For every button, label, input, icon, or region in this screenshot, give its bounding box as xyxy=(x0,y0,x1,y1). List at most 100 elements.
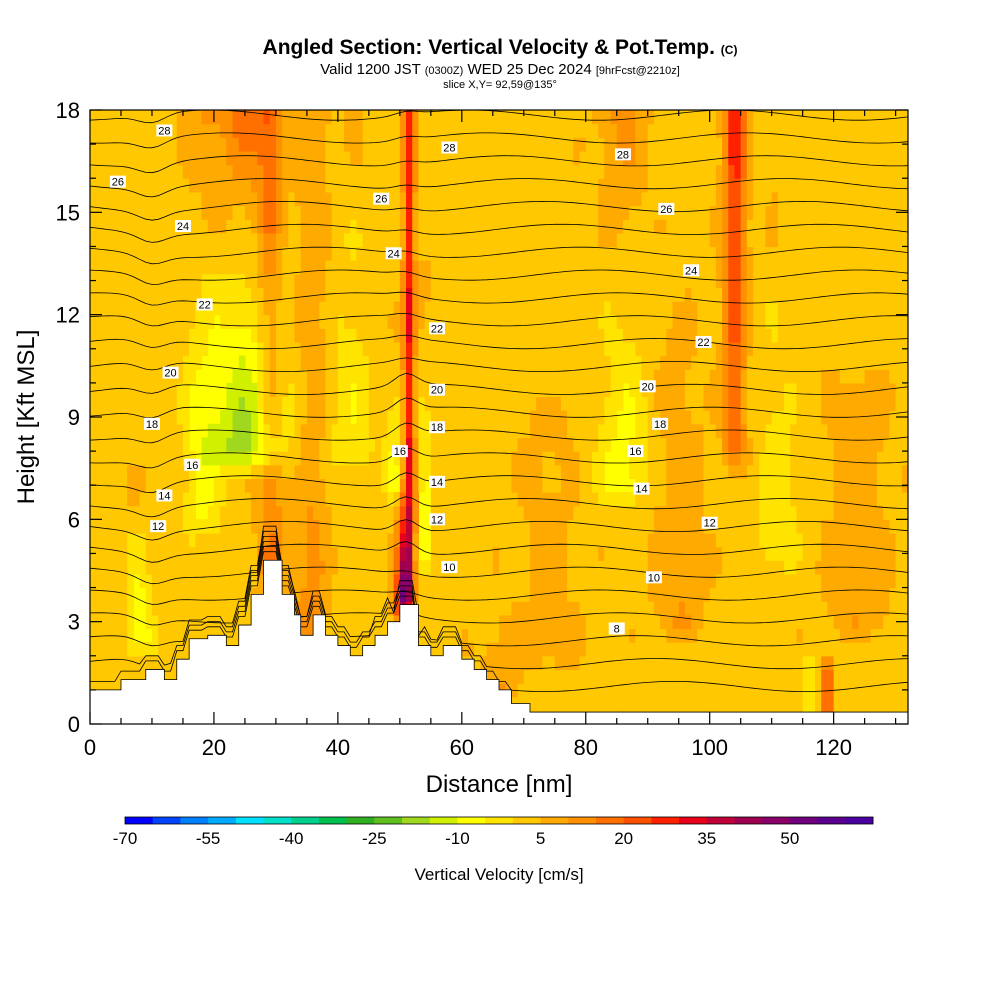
velocity-cell xyxy=(381,519,389,534)
velocity-cell xyxy=(375,423,382,439)
velocity-cell xyxy=(858,369,866,384)
velocity-cell xyxy=(815,492,822,507)
velocity-cell xyxy=(715,669,723,684)
velocity-cell xyxy=(548,546,556,561)
velocity-cell xyxy=(833,260,841,275)
velocity-cell xyxy=(585,328,593,343)
velocity-cell xyxy=(653,669,661,684)
velocity-cell xyxy=(331,505,339,520)
velocity-cell xyxy=(127,464,134,479)
velocity-cell xyxy=(703,246,711,261)
velocity-cell xyxy=(771,546,779,561)
velocity-cell xyxy=(344,492,351,507)
velocity-cell xyxy=(474,560,482,575)
velocity-cell xyxy=(703,642,711,657)
velocity-cell xyxy=(542,410,550,425)
velocity-cell xyxy=(728,492,736,507)
velocity-cell xyxy=(808,492,816,507)
velocity-cell xyxy=(591,437,599,452)
velocity-cell xyxy=(610,219,618,234)
velocity-cell xyxy=(598,260,605,275)
velocity-cell xyxy=(753,655,760,671)
velocity-cell xyxy=(344,478,351,493)
velocity-cell xyxy=(802,546,810,561)
velocity-cell xyxy=(350,573,358,589)
velocity-cell xyxy=(635,191,643,207)
velocity-cell xyxy=(474,328,482,343)
velocity-cell xyxy=(505,642,512,657)
velocity-cell xyxy=(715,246,723,261)
velocity-cell xyxy=(567,451,574,466)
velocity-cell xyxy=(375,601,382,616)
velocity-cell xyxy=(244,396,252,411)
velocity-cell xyxy=(275,369,283,384)
velocity-cell xyxy=(759,437,767,452)
velocity-cell xyxy=(753,696,760,711)
velocity-cell xyxy=(567,273,574,288)
velocity-cell xyxy=(585,642,593,657)
velocity-cell xyxy=(164,642,172,657)
velocity-cell xyxy=(622,219,630,234)
velocity-cell xyxy=(375,219,382,234)
velocity-cell xyxy=(827,437,835,452)
velocity-cell xyxy=(771,587,779,602)
velocity-cell xyxy=(585,273,593,288)
velocity-cell xyxy=(678,642,686,657)
velocity-cell xyxy=(244,546,252,561)
velocity-cell xyxy=(591,478,599,493)
velocity-cell xyxy=(368,273,376,288)
velocity-cell xyxy=(145,464,153,479)
velocity-cell xyxy=(746,532,754,548)
velocity-cell xyxy=(765,628,773,643)
velocity-cell xyxy=(833,655,841,671)
velocity-cell xyxy=(883,355,891,370)
velocity-cell xyxy=(133,287,141,302)
velocity-cell xyxy=(883,423,891,439)
velocity-cell xyxy=(548,423,556,439)
velocity-cell xyxy=(325,396,333,411)
velocity-cell xyxy=(226,546,234,561)
velocity-cell xyxy=(356,328,364,343)
velocity-cell xyxy=(449,451,457,466)
velocity-cell xyxy=(536,369,543,384)
velocity-cell xyxy=(220,260,227,275)
velocity-cell xyxy=(740,546,748,561)
velocity-cell xyxy=(468,191,475,207)
velocity-cell xyxy=(536,260,543,275)
velocity-cell xyxy=(468,328,475,343)
velocity-cell xyxy=(220,423,227,439)
velocity-cell xyxy=(461,478,469,493)
velocity-cell xyxy=(325,260,333,275)
velocity-cell xyxy=(251,505,258,520)
velocity-cell xyxy=(579,219,587,234)
velocity-cell xyxy=(238,260,246,275)
velocity-cell xyxy=(746,396,754,411)
velocity-cell xyxy=(684,219,692,234)
velocity-cell xyxy=(622,696,630,711)
velocity-cell xyxy=(399,464,407,479)
velocity-cell xyxy=(418,423,426,439)
velocity-cell xyxy=(715,301,723,316)
velocity-cell xyxy=(151,478,159,493)
velocity-cell xyxy=(325,478,333,493)
velocity-cell xyxy=(771,396,779,411)
velocity-cell xyxy=(412,382,420,398)
velocity-cell xyxy=(759,423,767,439)
velocity-cell xyxy=(529,546,537,561)
velocity-cell xyxy=(715,328,723,343)
velocity-cell xyxy=(697,341,705,357)
velocity-cell xyxy=(771,655,779,671)
velocity-cell xyxy=(381,410,389,425)
velocity-cell xyxy=(610,301,618,316)
velocity-cell xyxy=(213,532,221,548)
velocity-cell xyxy=(90,492,97,507)
velocity-cell xyxy=(145,273,153,288)
velocity-cell xyxy=(151,546,159,561)
velocity-cell xyxy=(697,451,705,466)
velocity-cell xyxy=(753,614,760,630)
velocity-cell xyxy=(306,382,314,398)
velocity-cell xyxy=(635,464,643,479)
velocity-cell xyxy=(238,505,246,520)
velocity-cell xyxy=(195,273,203,288)
velocity-cell xyxy=(313,369,320,384)
